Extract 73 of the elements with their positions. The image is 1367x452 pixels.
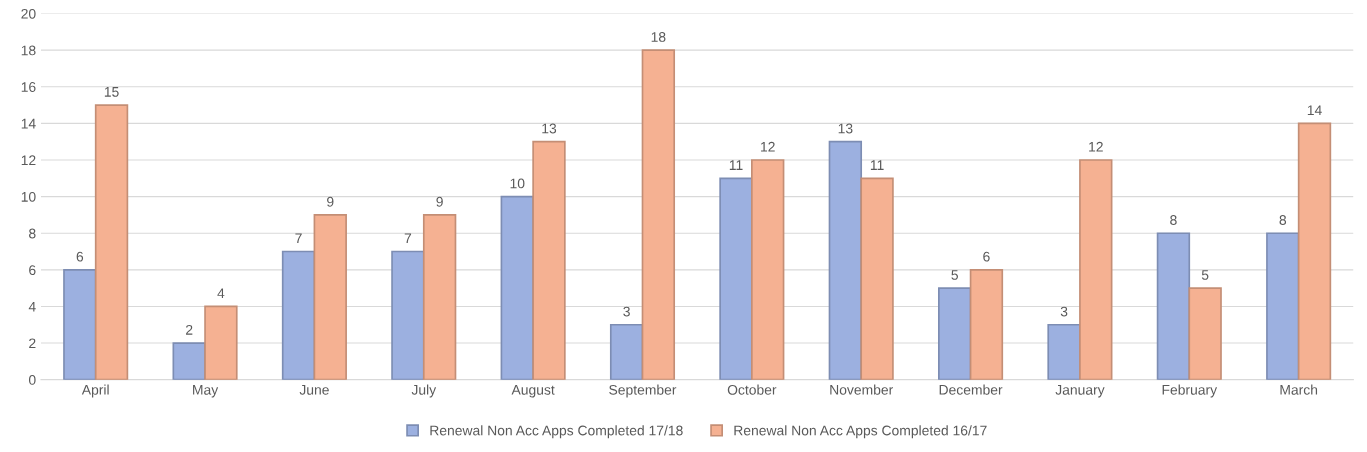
x-tick-label: May — [193, 385, 219, 398]
data-label: 18 — [651, 32, 666, 42]
data-label: 4 — [217, 288, 225, 299]
data-label: 12 — [1089, 141, 1103, 152]
x-tick-label: December — [939, 384, 1003, 395]
y-tick-label: 2 — [29, 338, 36, 349]
bar — [281, 250, 316, 380]
bar — [63, 269, 97, 380]
data-label: 3 — [1060, 306, 1068, 317]
bar — [172, 342, 206, 380]
data-label: 8 — [1170, 215, 1177, 225]
x-tick-label: October — [727, 384, 777, 395]
bar — [719, 177, 753, 380]
x-tick-label: September — [609, 384, 677, 398]
data-label: 6 — [983, 251, 990, 262]
bar — [609, 323, 644, 380]
y-tick-label: 4 — [28, 301, 36, 312]
y-tick-label: 16 — [21, 82, 36, 92]
bar — [1079, 159, 1113, 380]
y-tick-label: 6 — [29, 265, 36, 276]
x-tick-label: March — [1280, 384, 1318, 395]
data-label: 13 — [542, 123, 557, 134]
y-tick-label: 18 — [21, 45, 36, 56]
data-label: 7 — [295, 233, 302, 244]
data-label: 8 — [1279, 215, 1287, 225]
bar — [751, 159, 785, 380]
data-label: 5 — [1201, 270, 1209, 280]
data-label: 7 — [404, 233, 412, 244]
data-label: 5 — [951, 270, 958, 280]
x-tick-label: January — [1055, 385, 1105, 398]
x-tick-label: April — [81, 384, 109, 398]
y-tick-label: 14 — [21, 118, 36, 129]
bar — [1297, 122, 1332, 380]
data-label: 3 — [623, 306, 630, 317]
bar — [500, 195, 534, 380]
bar — [532, 140, 566, 380]
bar — [422, 214, 457, 380]
data-label: 6 — [76, 251, 84, 262]
y-tick-label: 0 — [28, 375, 36, 385]
bar — [204, 305, 238, 380]
data-label: 11 — [729, 160, 743, 170]
data-label: 14 — [1307, 105, 1322, 115]
y-tick-label: 8 — [29, 228, 36, 239]
bar — [391, 250, 425, 380]
bar — [860, 177, 894, 380]
x-tick-label: August — [511, 385, 555, 398]
legend-label: Renewal Non Acc Apps Completed 17/18 — [430, 425, 683, 439]
y-tick-label: 20 — [21, 8, 36, 19]
y-tick-label: 12 — [21, 155, 36, 166]
bar — [313, 214, 347, 380]
data-label: 9 — [436, 196, 443, 207]
x-tick-label: February — [1162, 384, 1218, 398]
data-label: 13 — [838, 123, 853, 134]
data-label: 2 — [186, 324, 193, 335]
x-tick-label: June — [299, 385, 329, 395]
data-label: 10 — [510, 178, 525, 189]
bar — [969, 269, 1004, 380]
bar — [641, 49, 676, 380]
data-label: 11 — [870, 160, 884, 170]
bar — [1047, 323, 1081, 380]
data-label: 9 — [327, 196, 334, 207]
bar — [1156, 232, 1191, 380]
bar — [1266, 232, 1300, 380]
bar — [1188, 287, 1222, 380]
data-label: 15 — [104, 87, 119, 97]
legend-label: Renewal Non Acc Apps Completed 16/17 — [734, 425, 987, 439]
x-tick-label: November — [830, 384, 894, 395]
x-tick-label: July — [411, 384, 437, 398]
bar — [938, 287, 972, 380]
y-tick-label: 10 — [21, 191, 36, 202]
bar — [828, 140, 863, 380]
data-label: 12 — [761, 141, 775, 152]
bar — [94, 104, 129, 380]
